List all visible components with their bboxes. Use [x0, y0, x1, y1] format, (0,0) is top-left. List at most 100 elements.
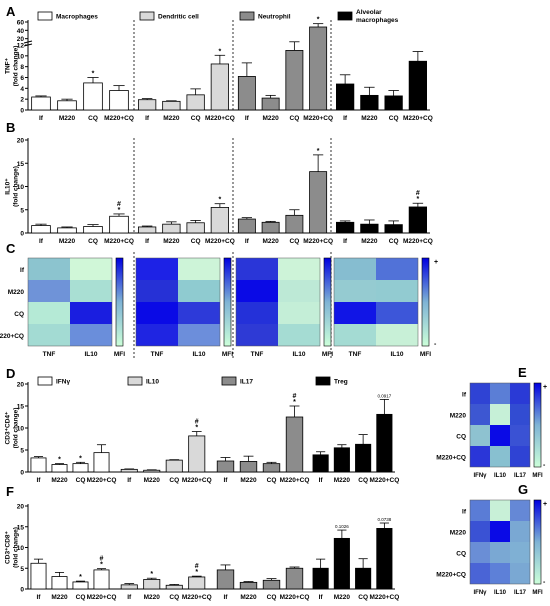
x-tick-label: M220+CQ — [403, 238, 433, 245]
y-tick-label: 20 — [17, 382, 25, 389]
x-tick-label: If — [39, 238, 44, 245]
bar — [165, 584, 183, 590]
bar — [137, 99, 157, 111]
heatmap-frame — [135, 257, 221, 347]
bar — [162, 223, 181, 234]
heatmap-col-label: TNF — [43, 351, 56, 358]
heatmap-frame — [333, 257, 419, 347]
x-tick-label: If — [319, 477, 324, 484]
x-tick-label: CQ — [389, 115, 399, 122]
bar — [333, 537, 350, 590]
bar — [30, 457, 47, 473]
bar — [237, 218, 256, 234]
heatmap-row-label: If — [462, 392, 467, 399]
bar — [237, 76, 256, 111]
y-axis-label-line: (fold change) — [13, 166, 20, 207]
x-tick-label: M220+CQ — [303, 115, 333, 122]
heatmap-col-label: IFNγ — [473, 590, 487, 596]
x-tick-label: M220 — [361, 238, 378, 245]
scale-label: + — [434, 259, 438, 266]
heatmap-frame — [469, 499, 531, 585]
y-axis-label-line: IL10⁺ — [5, 178, 12, 195]
significance-mark: 0.0738 — [377, 517, 391, 522]
x-tick-label: If — [39, 115, 44, 122]
significance-mark: # — [195, 563, 199, 570]
bar — [109, 215, 129, 234]
significance-mark: * — [417, 196, 420, 203]
heatmap-cell — [490, 500, 510, 521]
significance-mark: * — [219, 48, 222, 55]
bar — [384, 95, 403, 111]
significance-mark: * — [317, 148, 320, 155]
heatmap-cell — [490, 404, 510, 425]
x-tick-label: M220 — [144, 477, 161, 484]
x-tick-label: CQ — [389, 238, 399, 245]
bar — [210, 207, 230, 234]
x-tick-label: If — [319, 594, 324, 601]
heatmap-cell — [136, 280, 178, 302]
heatmap-row-label: M220+CQ — [436, 572, 466, 579]
x-tick-label: CQ — [358, 594, 368, 601]
bar — [262, 463, 281, 473]
heatmap-cell — [470, 542, 490, 563]
y-tick-label: 15 — [17, 404, 25, 411]
y-axis-label-line: CD3⁺CD8⁺ — [5, 531, 12, 564]
y-axis-label-line: TNF⁺ — [5, 57, 12, 74]
heatmap-cell — [334, 280, 376, 302]
heatmap-col-label: IL10 — [192, 351, 205, 358]
heatmap-col-label: MFI — [532, 590, 543, 596]
heatmap-cell — [70, 280, 112, 302]
y-tick-label: 20 — [17, 36, 25, 43]
heatmap-cell — [510, 542, 530, 563]
x-tick-label: CQ — [191, 115, 201, 122]
heatmap-col-label: IFNγ — [473, 473, 487, 479]
heatmap-cell — [470, 500, 490, 521]
y-tick-label: 10 — [17, 545, 25, 552]
x-tick-label: CQ — [290, 115, 300, 122]
x-tick-label: M220 — [163, 115, 180, 122]
heatmap-col-label: MFI — [532, 473, 543, 479]
heatmap-row-label: CQ — [14, 311, 24, 318]
color-scale — [533, 499, 542, 585]
y-tick-label: 10 — [17, 53, 25, 60]
heatmap-col-label: MFI — [222, 351, 233, 358]
panel-letter-B: B — [6, 120, 15, 135]
heatmap-cell — [178, 324, 220, 346]
x-tick-label: M220+CQ — [87, 594, 117, 601]
heatmap-row-label: CQ — [456, 434, 466, 441]
significance-mark: # — [195, 419, 199, 426]
y-tick-label: 15 — [17, 524, 25, 531]
heatmap-row-label: If — [462, 509, 467, 516]
heatmap-cell — [334, 324, 376, 346]
x-tick-label: CQ — [169, 477, 179, 484]
x-tick-label: CQ — [76, 477, 86, 484]
heatmap-cell — [470, 521, 490, 542]
y-axis-label: CD3⁺CD4⁺ (fold change) — [5, 408, 20, 449]
heatmap-col-label: TNF — [151, 351, 164, 358]
heatmap-cell — [278, 258, 320, 280]
bar — [31, 225, 51, 234]
heatmap-col-label: IL10 — [494, 590, 507, 596]
legend-swatch — [221, 376, 237, 386]
heatmap-cell — [376, 302, 418, 324]
heatmap-row-label: M220 — [450, 413, 467, 420]
significance-mark: * — [195, 569, 198, 576]
bar — [186, 222, 205, 234]
bar — [239, 581, 258, 590]
bar — [83, 226, 103, 234]
heatmap-cell — [136, 324, 178, 346]
y-tick-label: 20 — [17, 504, 25, 511]
x-tick-label: M220 — [262, 115, 279, 122]
heatmap-cell — [334, 258, 376, 280]
heatmap-cell — [470, 563, 490, 584]
y-tick-label: 20 — [17, 138, 25, 145]
heatmap-row-label: M220 — [8, 289, 25, 296]
heatmap-cell — [136, 302, 178, 324]
bar — [57, 227, 77, 234]
x-tick-label: CQ — [358, 477, 368, 484]
bar — [355, 567, 372, 590]
bar — [188, 435, 206, 473]
x-tick-label: If — [343, 115, 348, 122]
bar — [210, 63, 230, 111]
